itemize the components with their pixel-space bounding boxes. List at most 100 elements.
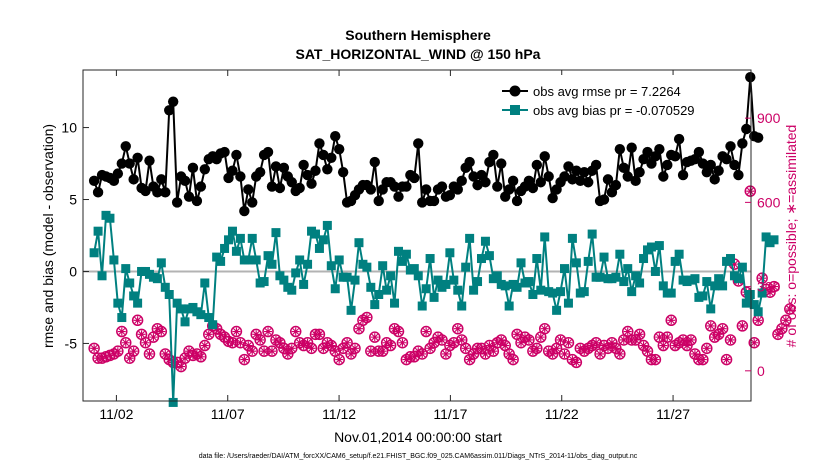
x-tick-label: 11/22 (545, 406, 579, 422)
obs-count-point (420, 325, 432, 338)
rmse-point (654, 143, 665, 155)
rmse-point (199, 164, 211, 175)
rmse-point (365, 184, 377, 195)
bias-point (291, 268, 301, 278)
bias-point (627, 287, 637, 297)
bias-point (259, 277, 269, 287)
bias-point (393, 246, 403, 256)
rmse-point (286, 177, 297, 188)
bias-point (469, 285, 479, 295)
bias-point (757, 288, 767, 298)
y-left-tick-label: 5 (69, 192, 77, 208)
obs-count-point (452, 322, 464, 335)
obs-count-point (570, 356, 583, 369)
rmse-point (602, 174, 614, 185)
bias-point (552, 305, 562, 315)
rmse-point (709, 174, 720, 185)
bias-point (93, 226, 103, 236)
obs-count-point (562, 336, 575, 349)
bias-point (476, 254, 486, 264)
bias-point (571, 258, 581, 268)
bias-point (89, 248, 99, 258)
rmse-point (630, 175, 641, 187)
rmse-point (219, 146, 230, 158)
rmse-point (171, 197, 183, 208)
bias-point (421, 284, 431, 294)
rmse-point (179, 175, 191, 187)
x-tick-label: 11/02 (99, 406, 133, 422)
rmse-point (662, 159, 673, 171)
bias-series (89, 210, 779, 407)
bias-point (156, 258, 166, 268)
rmse-point (167, 96, 179, 107)
bias-point (587, 229, 597, 239)
bias-point (718, 281, 728, 291)
rmse-point (152, 187, 163, 198)
rmse-point (128, 174, 139, 185)
bias-point (706, 304, 716, 314)
bias-point (453, 285, 463, 295)
bias-point (263, 251, 273, 261)
bias-point (556, 287, 566, 297)
bias-point (295, 255, 305, 265)
rmse-point (428, 195, 440, 207)
rmse-point (231, 149, 242, 161)
rmse-point (116, 158, 128, 169)
bias-point (583, 256, 593, 266)
rmse-point (322, 164, 333, 175)
bias-point (745, 290, 755, 300)
bias-point (160, 282, 170, 292)
obs-count-point (120, 336, 132, 349)
bias-point (714, 274, 724, 284)
rmse-point (579, 166, 590, 178)
rmse-point (673, 133, 685, 145)
rmse-point (488, 149, 499, 161)
y-left-axis-label: rmse and bias (model - observation) (40, 124, 56, 348)
obs-count-point (238, 353, 251, 366)
bias-point (654, 241, 664, 251)
rmse-point (278, 162, 290, 174)
obs-count-point (701, 342, 713, 355)
obs-count-point (665, 314, 677, 327)
obs-count-point (195, 351, 207, 363)
obs-count-point (286, 342, 298, 355)
bias-point (567, 233, 577, 243)
rmse-point (492, 181, 503, 192)
rmse-point (634, 166, 645, 178)
obs-count-point (724, 334, 737, 346)
bias-point (271, 228, 281, 238)
obs-count-point (523, 334, 535, 346)
rmse-point (563, 161, 574, 172)
rmse-point (705, 159, 716, 171)
obs-count-point (131, 314, 144, 327)
rmse-point (567, 174, 578, 185)
bias-point (326, 261, 336, 271)
rmse-point (721, 154, 732, 165)
rmse-point (503, 184, 515, 195)
rmse-point (270, 161, 282, 172)
rmse-point (535, 177, 546, 188)
bias-point (417, 301, 427, 311)
bias-point (548, 288, 558, 298)
bias-point (180, 317, 190, 327)
rmse-point (496, 158, 507, 169)
rmse-point (590, 159, 602, 171)
rmse-point (333, 143, 345, 155)
obs-count-point (254, 334, 266, 346)
rmse-point (337, 166, 349, 178)
rmse-point (306, 178, 317, 189)
y-right-tick-label: 600 (757, 194, 781, 210)
rmse-point (112, 168, 124, 179)
obs-count-point (88, 342, 100, 355)
bias-point (433, 275, 443, 285)
bias-point (413, 271, 423, 281)
bias-point (710, 281, 720, 291)
rmse-point (713, 165, 724, 176)
bias-point (445, 248, 455, 258)
obs-count-point (744, 185, 757, 197)
data-file-footer: data file: /Users/raeder/DAI/ATM_forcXX/… (199, 453, 638, 460)
rmse-point (610, 179, 622, 191)
rmse-point (330, 131, 341, 142)
bias-point (524, 277, 534, 287)
